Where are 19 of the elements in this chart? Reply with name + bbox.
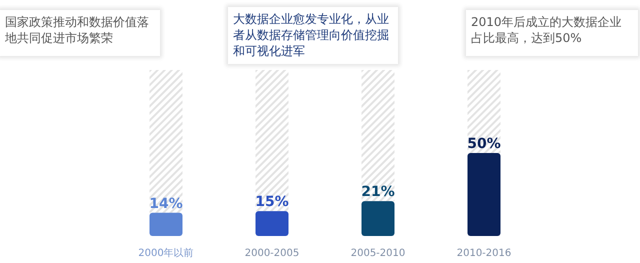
text: 大数据企业愈发专业化，从业者从数据存储管理向价值挖掘和可视化进军 bbox=[228, 7, 398, 64]
x-tick-label: 2005-2010 bbox=[350, 248, 406, 259]
data-label: 21% bbox=[361, 184, 395, 200]
bar bbox=[362, 70, 394, 202]
bar bbox=[150, 212, 182, 236]
x-tick-label: 2000-2005 bbox=[244, 248, 300, 259]
text: 2010年后成立的大数据企业占比最高，达到50% bbox=[466, 10, 638, 56]
bar bbox=[362, 201, 394, 236]
data-label: 14% bbox=[149, 196, 183, 212]
bar bbox=[150, 70, 182, 213]
x-tick-label: 2010-2016 bbox=[456, 248, 512, 259]
data-label: 15% bbox=[255, 194, 289, 210]
bar bbox=[468, 70, 500, 153]
bar bbox=[256, 70, 288, 212]
x-tick-label: 2000年以前 bbox=[138, 247, 194, 259]
bar bbox=[256, 211, 288, 236]
data-label: 50% bbox=[467, 136, 501, 152]
text: 国家政策推动和数据价值落地共同促进市场繁荣 bbox=[0, 10, 160, 56]
bar bbox=[468, 153, 500, 236]
